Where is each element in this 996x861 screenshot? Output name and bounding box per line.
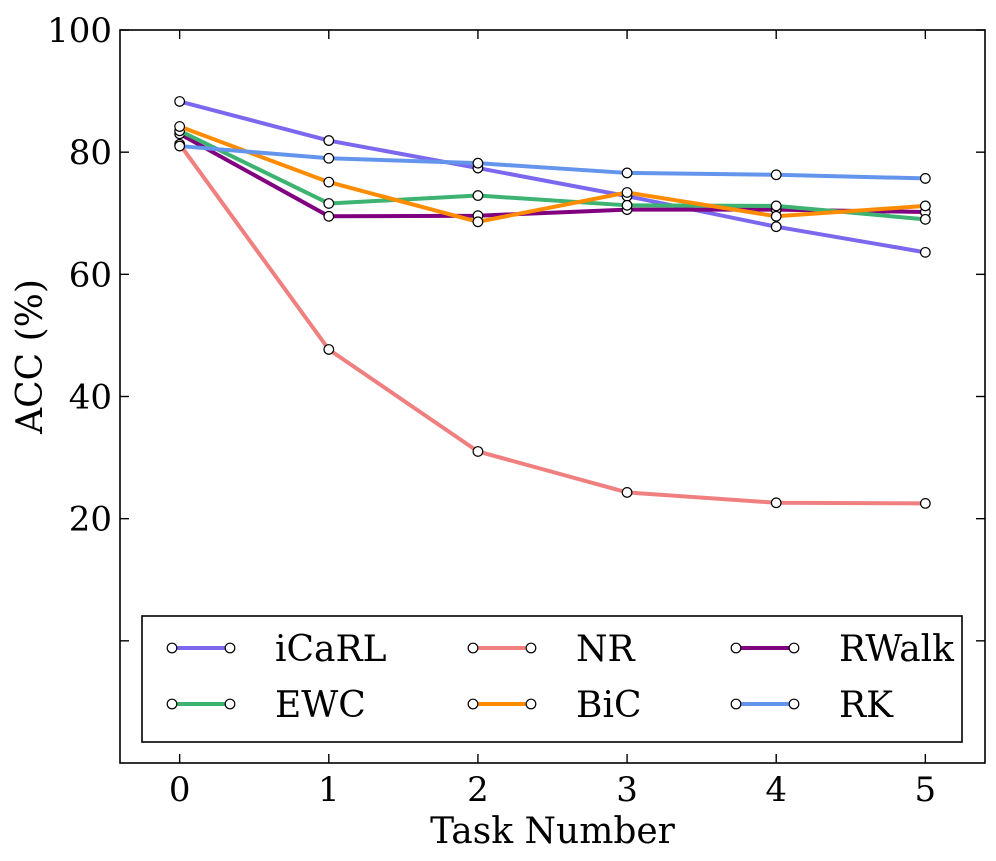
legend-marker <box>525 642 537 654</box>
data-point <box>174 96 186 107</box>
y-tick-label: 20 <box>69 500 112 540</box>
series-bic <box>174 121 931 228</box>
legend-box <box>141 615 963 743</box>
legend-label: EWC <box>275 685 366 726</box>
data-point <box>174 121 186 132</box>
x-axis-label: Task Number <box>430 811 676 852</box>
y-tick-label: 80 <box>69 133 112 173</box>
series-line <box>177 144 928 181</box>
legend-item: NR <box>467 629 636 670</box>
data-point <box>323 344 335 355</box>
x-tick-label: 5 <box>915 770 937 810</box>
legend-label: BiC <box>576 685 642 726</box>
data-point <box>919 246 931 258</box>
data-point <box>472 190 484 201</box>
legend-item: EWC <box>166 685 366 726</box>
legend-label: iCaRL <box>275 629 387 670</box>
x-tick-label: 1 <box>318 770 340 810</box>
x-tick-label: 4 <box>765 770 787 810</box>
data-point <box>472 446 484 457</box>
data-point <box>323 152 335 164</box>
data-point <box>919 497 931 509</box>
data-point <box>770 221 782 233</box>
legend-label: NR <box>576 629 636 670</box>
series-ewc <box>174 125 931 225</box>
legend-item: iCaRL <box>166 629 387 670</box>
legend-marker <box>525 698 537 710</box>
x-tick-label: 3 <box>616 770 638 810</box>
data-point <box>621 199 633 211</box>
series-layer <box>174 96 931 509</box>
legend-marker <box>467 698 479 710</box>
y-axis-label: ACC (%) <box>10 279 51 435</box>
data-point <box>323 176 335 188</box>
data-point <box>919 200 931 212</box>
legend-marker <box>730 642 742 654</box>
data-point <box>621 187 633 198</box>
legend-marker <box>166 642 178 654</box>
series-line <box>177 128 928 222</box>
x-tick-label: 2 <box>467 770 489 810</box>
series-rk <box>174 140 931 184</box>
legend-label: RWalk <box>839 629 955 670</box>
data-point <box>621 167 633 179</box>
data-point <box>174 140 186 152</box>
legend-item: RWalk <box>730 629 955 670</box>
legend-item: BiC <box>467 685 642 726</box>
data-point <box>323 210 335 222</box>
legend-marker <box>166 698 178 710</box>
data-point <box>472 157 484 169</box>
y-tick-label: 100 <box>47 11 112 51</box>
data-point <box>770 200 782 212</box>
data-point <box>621 487 633 498</box>
data-point <box>770 169 782 181</box>
series-line <box>177 124 928 224</box>
data-point <box>323 198 335 209</box>
legend-marker <box>730 698 742 710</box>
data-point <box>472 216 484 228</box>
data-point <box>770 210 782 222</box>
legend: iCaRL NR RWalk EWC BiC RK <box>141 615 963 743</box>
legend-marker <box>788 642 800 654</box>
legend-label: RK <box>839 685 894 726</box>
legend-marker <box>224 698 236 710</box>
x-tick-label: 0 <box>169 770 191 810</box>
legend-marker <box>788 698 800 710</box>
data-point <box>770 497 782 509</box>
series-line <box>177 142 928 506</box>
series-line <box>177 99 928 255</box>
data-point <box>323 135 335 146</box>
data-point <box>919 213 931 225</box>
y-tick-label: 40 <box>69 378 112 418</box>
data-point <box>919 173 931 184</box>
legend-marker <box>224 642 236 654</box>
legend-marker <box>467 642 479 654</box>
ticks-layer: 0 1 2 3 4 5 20 40 60 80 100 <box>47 11 985 810</box>
y-tick-label: 60 <box>69 255 112 295</box>
legend-item: RK <box>730 685 894 726</box>
